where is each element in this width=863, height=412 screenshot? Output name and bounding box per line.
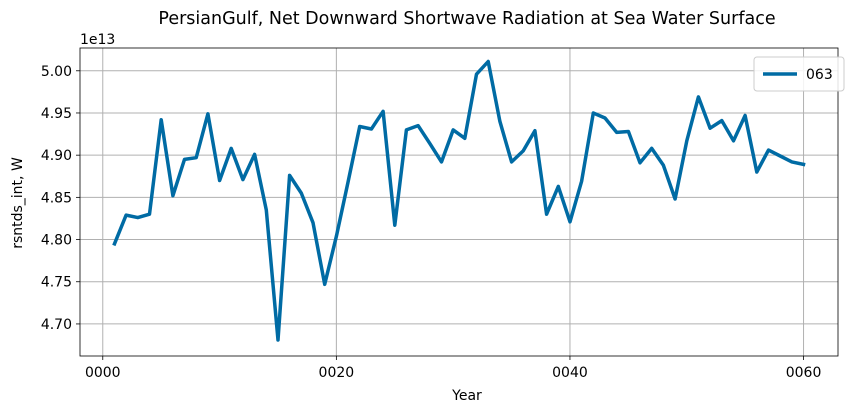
- y-tick-label: 4.95: [41, 106, 72, 122]
- y-tick-label: 5.00: [41, 64, 72, 80]
- legend-box: [753, 56, 845, 92]
- y-offset-text: 1e13: [80, 32, 115, 48]
- y-tick-label: 4.90: [41, 148, 72, 164]
- grid: [80, 48, 838, 356]
- legend: 063: [753, 56, 845, 92]
- y-tick-label: 4.85: [41, 190, 72, 206]
- series-layer: [112, 59, 806, 342]
- x-tick-label: 0040: [552, 365, 588, 381]
- legend-label: 063: [806, 67, 833, 83]
- y-tick-label: 4.80: [41, 233, 72, 249]
- y-axis-title: rsntds_int, W: [10, 157, 26, 249]
- plot-frame: [79, 47, 839, 357]
- x-axis-title: Year: [451, 388, 482, 404]
- x-axis: 0000 0020 0040 0060: [85, 356, 821, 381]
- series-line-063: [112, 59, 806, 342]
- x-tick-label: 0000: [85, 365, 121, 381]
- y-tick-label: 4.70: [41, 317, 72, 333]
- y-axis: 4.70 4.75 4.80 4.85 4.90 4.95 5.00: [41, 64, 80, 333]
- x-tick-label: 0020: [319, 365, 355, 381]
- x-tick-label: 0060: [786, 365, 822, 381]
- chart-title: PersianGulf, Net Downward Shortwave Radi…: [158, 9, 775, 29]
- y-tick-label: 4.75: [41, 275, 72, 291]
